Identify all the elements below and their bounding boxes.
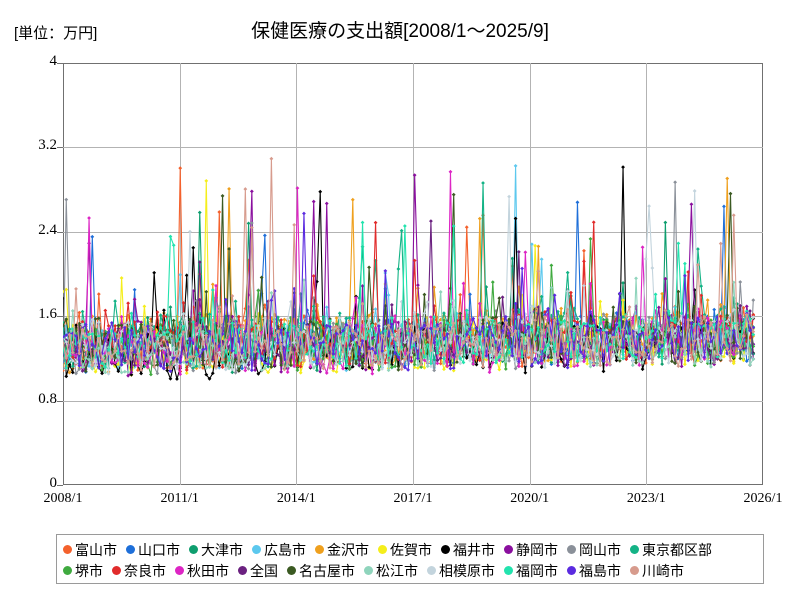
grid-line-vertical: [529, 63, 531, 485]
legend-item-静岡市[interactable]: 静岡市: [504, 543, 558, 557]
x-axis-tick-label: 2011/1: [160, 491, 199, 506]
legend-marker-icon: [441, 545, 450, 554]
y-axis-tick-mark: [57, 485, 63, 486]
legend-item-堺市[interactable]: 堺市: [63, 564, 103, 578]
legend-item-山口市[interactable]: 山口市: [126, 543, 180, 557]
legend-marker-icon: [189, 545, 198, 554]
legend-item-奈良市[interactable]: 奈良市: [112, 564, 166, 578]
legend-item-東京都区部[interactable]: 東京都区部: [630, 543, 712, 557]
legend-marker-icon: [567, 566, 576, 575]
x-axis-tick-label: 2020/1: [510, 491, 550, 506]
legend-item-岡山市[interactable]: 岡山市: [567, 543, 621, 557]
legend-marker-icon: [112, 566, 121, 575]
unit-label: [単位：万円]: [14, 25, 98, 42]
legend-item-label: 福岡市: [516, 562, 558, 579]
legend-item-大津市[interactable]: 大津市: [189, 543, 243, 557]
x-axis-tick-label: 2008/1: [43, 491, 83, 506]
plot-area: [63, 63, 763, 485]
x-axis-tick-label: 2023/1: [626, 491, 666, 506]
legend-item-福島市[interactable]: 福島市: [567, 564, 621, 578]
legend-marker-icon: [287, 566, 296, 575]
y-axis-tick-mark: [57, 231, 63, 233]
legend: 富山市 山口市 大津市 広島市 金沢市 佐賀市 福井市 静岡市 岡山市 東京都区部 堺市 奈良市 秋田…: [56, 534, 764, 584]
legend-marker-icon: [378, 545, 387, 554]
y-axis-tick-mark: [57, 63, 63, 64]
x-axis-tick-label: 2026/1: [743, 491, 783, 506]
legend-item-label: 岡山市: [579, 541, 621, 558]
y-axis-tick-label: 1.6: [38, 306, 57, 323]
series-markers: [63, 156, 756, 372]
legend-item-松江市[interactable]: 松江市: [364, 564, 418, 578]
legend-item-label: 山口市: [138, 541, 180, 558]
grid-line-vertical: [296, 63, 298, 485]
legend-marker-icon: [427, 566, 436, 575]
legend-marker-icon: [364, 566, 373, 575]
y-axis-tick-label: 0: [49, 475, 58, 491]
y-axis-tick-mark: [57, 400, 63, 402]
legend-item-label: 大津市: [201, 541, 243, 558]
legend-item-label: 福島市: [579, 562, 621, 579]
legend-item-label: 福井市: [453, 541, 495, 558]
legend-row: 堺市 奈良市 秋田市 全国 名古屋市 松江市 相模原市 福岡市 福島市 川崎市: [63, 560, 757, 581]
legend-item-川崎市[interactable]: 川崎市: [630, 564, 684, 578]
legend-item-広島市[interactable]: 広島市: [252, 543, 306, 557]
legend-item-label: 川崎市: [642, 562, 684, 579]
legend-item-佐賀市[interactable]: 佐賀市: [378, 543, 432, 557]
legend-item-label: 佐賀市: [390, 541, 432, 558]
legend-item-label: 東京都区部: [642, 541, 712, 558]
y-axis-tick-label: 0.8: [38, 390, 57, 407]
legend-item-label: 広島市: [264, 541, 306, 558]
legend-marker-icon: [238, 566, 247, 575]
legend-item-label: 堺市: [75, 562, 103, 579]
y-axis-tick-mark: [57, 147, 63, 149]
legend-item-名古屋市[interactable]: 名古屋市: [287, 564, 355, 578]
legend-marker-icon: [630, 566, 639, 575]
legend-item-label: 金沢市: [327, 541, 369, 558]
legend-marker-icon: [567, 545, 576, 554]
legend-item-福岡市[interactable]: 福岡市: [504, 564, 558, 578]
legend-marker-icon: [630, 545, 639, 554]
legend-item-label: 相模原市: [439, 562, 495, 579]
legend-item-全国[interactable]: 全国: [238, 564, 278, 578]
legend-item-label: 富山市: [75, 541, 117, 558]
series-canvas: [63, 156, 756, 381]
legend-item-label: 奈良市: [124, 562, 166, 579]
legend-item-label: 秋田市: [187, 562, 229, 579]
legend-item-label: 全国: [250, 562, 278, 579]
legend-item-label: 松江市: [376, 562, 418, 579]
legend-item-金沢市[interactable]: 金沢市: [315, 543, 369, 557]
x-axis-tick-label: 2017/1: [393, 491, 433, 506]
grid-line-vertical: [646, 63, 648, 485]
legend-item-秋田市[interactable]: 秋田市: [175, 564, 229, 578]
y-axis-tick-mark: [57, 316, 63, 318]
legend-item-label: 静岡市: [516, 541, 558, 558]
y-axis-tick-label: 4: [49, 53, 58, 69]
legend-marker-icon: [126, 545, 135, 554]
y-axis: 0 0.8 1.6 2.4 3.2 4: [0, 0, 63, 600]
legend-row: 富山市 山口市 大津市 広島市 金沢市 佐賀市 福井市 静岡市 岡山市 東京都区部: [63, 539, 757, 560]
y-axis-tick-label: 3.2: [38, 137, 57, 154]
series-川崎市: [63, 156, 756, 372]
x-axis-tick-label: 2014/1: [276, 491, 316, 506]
legend-marker-icon: [252, 545, 261, 554]
legend-marker-icon: [63, 566, 72, 575]
chart-title: 保健医療の支出額[2008/1〜2025/9]: [251, 21, 549, 42]
legend-item-相模原市[interactable]: 相模原市: [427, 564, 495, 578]
series-福岡市: [63, 220, 756, 370]
legend-item-福井市[interactable]: 福井市: [441, 543, 495, 557]
legend-item-label: 名古屋市: [299, 562, 355, 579]
legend-item-富山市[interactable]: 富山市: [63, 543, 117, 557]
y-axis-tick-label: 2.4: [38, 221, 57, 238]
legend-marker-icon: [504, 566, 513, 575]
legend-marker-icon: [175, 566, 184, 575]
legend-marker-icon: [504, 545, 513, 554]
series-福島市: [63, 211, 756, 374]
legend-marker-icon: [63, 545, 72, 554]
legend-marker-icon: [315, 545, 324, 554]
